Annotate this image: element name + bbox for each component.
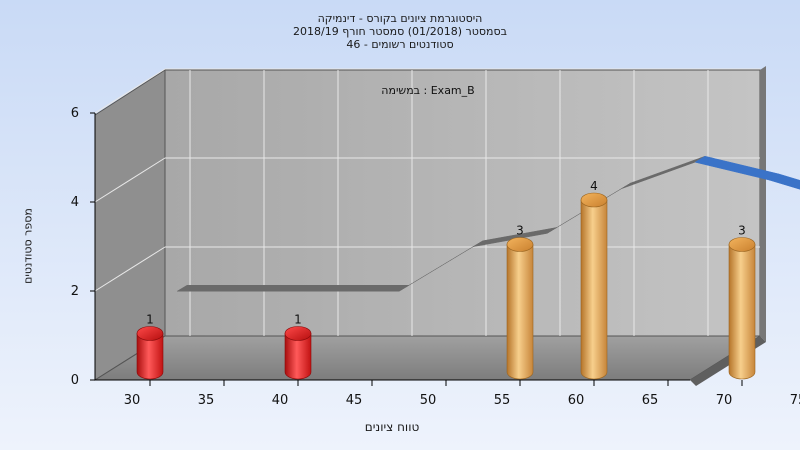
bar: [284, 326, 312, 380]
x-tick-label: 30: [124, 393, 141, 408]
bars: [136, 192, 756, 380]
grid-line-side: [94, 246, 166, 292]
floor: [93, 335, 762, 381]
grid-line-side: [94, 68, 166, 114]
right-edge: [760, 66, 766, 342]
bar-value-label: 3: [738, 224, 746, 238]
x-tick-label: 50: [420, 393, 437, 408]
bar-labels: 1134311111: [146, 179, 746, 327]
bar-top: [136, 326, 164, 341]
bar: [506, 237, 534, 380]
bar-top: [506, 237, 534, 252]
bar-top: [284, 326, 312, 341]
bar: [136, 326, 164, 380]
bar-value-label: 1: [146, 313, 154, 327]
x-tick-label: 40: [272, 393, 289, 408]
bar-body: [136, 333, 164, 380]
x-tick-label: 65: [642, 393, 659, 408]
bar: [580, 192, 608, 380]
axes: 02463035404550556065707580859095100: [71, 106, 800, 408]
bar-value-label: 3: [516, 224, 524, 238]
grid-line-side: [94, 157, 166, 203]
grid: [94, 68, 760, 336]
bar-body: [728, 244, 756, 380]
x-tick-label: 70: [716, 393, 733, 408]
x-tick-label: 55: [494, 393, 511, 408]
curve-segment: [250, 285, 336, 292]
x-tick-label: 60: [568, 393, 585, 408]
smoothed-curve: [176, 155, 800, 292]
plot-title: במשימה : Exam_B: [381, 84, 474, 97]
bar-body: [284, 333, 312, 380]
curve-segment: [176, 285, 262, 292]
title-line-course: היסטוגרמת ציונים בקורס - דינמיקה: [317, 12, 483, 25]
x-tick-label: 75: [790, 393, 800, 408]
y-tick-label: 2: [71, 284, 79, 299]
bar-body: [580, 199, 608, 380]
x-axis-label: טווח ציונים: [364, 420, 420, 434]
y-tick-label: 6: [71, 106, 79, 121]
bar-value-label: 1: [294, 313, 302, 327]
y-tick-label: 0: [71, 373, 79, 388]
bar-body: [506, 244, 534, 380]
y-tick-label: 4: [71, 195, 79, 210]
x-tick-label: 45: [346, 393, 363, 408]
chart-title: היסטוגרמת ציונים בקורס - דינמיקה בסמסטר …: [0, 12, 800, 51]
back-wall: [164, 69, 761, 337]
bar-top: [728, 237, 756, 252]
bar-top: [580, 192, 608, 208]
title-line-semester: בסמסטר (01/2018) סמסטר חורף 2018/19: [293, 25, 507, 38]
curve-segment: [324, 285, 410, 292]
bar-value-label: 4: [590, 179, 598, 193]
title-line-enrolled: סטודנטים רשומים - 46: [346, 38, 454, 51]
x-tick-label: 35: [198, 393, 215, 408]
bar: [728, 237, 756, 380]
y-axis-label: מספר סטודנטים: [21, 208, 35, 284]
curve-segment: [768, 173, 800, 190]
